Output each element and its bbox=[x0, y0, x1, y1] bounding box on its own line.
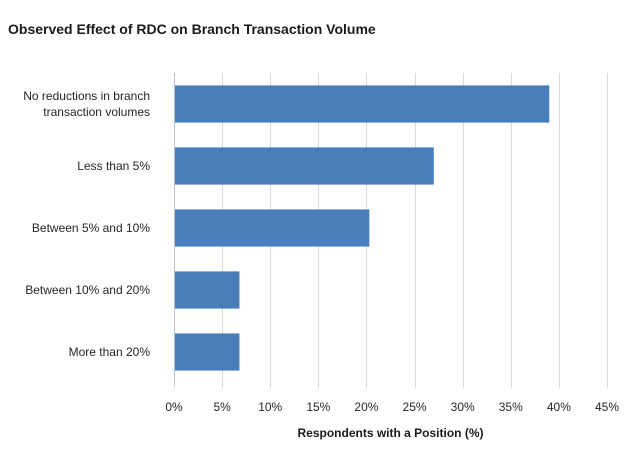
bar bbox=[174, 333, 240, 371]
category-label-line: More than 20% bbox=[69, 345, 151, 359]
x-tick-label: 35% bbox=[499, 400, 523, 414]
x-tick-label: 15% bbox=[306, 400, 330, 414]
x-tick-label: 45% bbox=[595, 400, 619, 414]
bar bbox=[174, 271, 240, 309]
x-tick-label: 25% bbox=[403, 400, 427, 414]
x-axis-title: Respondents with a Position (%) bbox=[297, 426, 483, 440]
category-label-line: Between 10% and 20% bbox=[25, 283, 150, 297]
x-tick-label: 20% bbox=[354, 400, 378, 414]
x-tick-label: 10% bbox=[258, 400, 282, 414]
bar bbox=[174, 85, 550, 123]
category-label: Between 10% and 20% bbox=[25, 283, 150, 297]
category-label: Less than 5% bbox=[77, 159, 150, 173]
x-tick-label: 0% bbox=[165, 400, 183, 414]
category-label: More than 20% bbox=[69, 345, 151, 359]
chart-title: Observed Effect of RDC on Branch Transac… bbox=[8, 21, 376, 37]
x-tick-label: 30% bbox=[451, 400, 475, 414]
bar bbox=[174, 209, 370, 247]
category-label-line: Between 5% and 10% bbox=[32, 221, 150, 235]
x-tick-label: 40% bbox=[547, 400, 571, 414]
category-label: Between 5% and 10% bbox=[32, 221, 150, 235]
bar bbox=[174, 147, 434, 185]
category-label: No reductions in branch transaction volum… bbox=[23, 89, 150, 119]
category-label-line: Less than 5% bbox=[77, 159, 150, 173]
category-label-line: No reductions in branch bbox=[23, 89, 150, 103]
category-label-line: transaction volumes bbox=[43, 105, 150, 119]
x-tick-label: 5% bbox=[213, 400, 231, 414]
